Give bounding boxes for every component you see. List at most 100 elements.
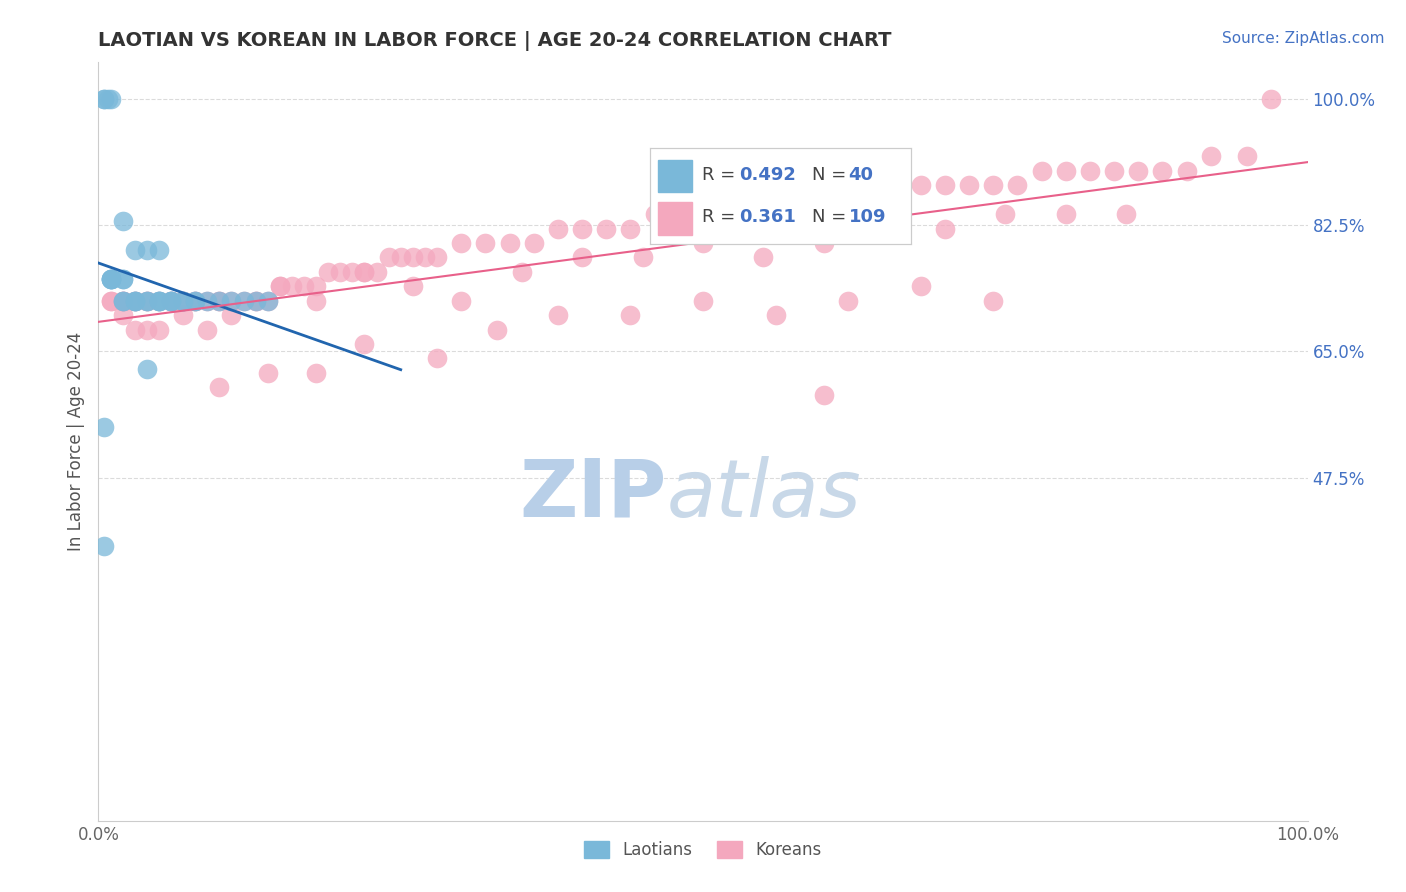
Point xyxy=(135,293,157,308)
Point xyxy=(100,272,122,286)
Point xyxy=(195,323,218,337)
Point xyxy=(450,235,472,250)
Point xyxy=(124,323,146,337)
Point xyxy=(316,265,339,279)
Point xyxy=(135,293,157,308)
Point xyxy=(1007,178,1029,193)
Point xyxy=(486,323,509,337)
Text: N =: N = xyxy=(811,166,852,184)
Bar xyxy=(658,202,692,235)
Text: 0.492: 0.492 xyxy=(738,166,796,184)
Point xyxy=(450,293,472,308)
Text: Source: ZipAtlas.com: Source: ZipAtlas.com xyxy=(1222,31,1385,46)
Point xyxy=(740,207,762,221)
Point xyxy=(160,293,183,308)
Point xyxy=(208,380,231,394)
Point xyxy=(934,178,956,193)
Point xyxy=(1031,163,1053,178)
Point xyxy=(172,308,194,322)
Point xyxy=(281,279,304,293)
Point xyxy=(1199,149,1222,163)
Point xyxy=(269,279,291,293)
Point xyxy=(172,293,194,308)
Point xyxy=(256,293,278,308)
Point xyxy=(886,178,908,193)
Point xyxy=(329,265,352,279)
Point xyxy=(160,293,183,308)
Point xyxy=(148,243,170,257)
Point xyxy=(668,207,690,221)
Point xyxy=(644,207,666,221)
Point xyxy=(208,293,231,308)
Point xyxy=(184,293,207,308)
Point xyxy=(269,279,291,293)
Point xyxy=(692,293,714,308)
Text: LAOTIAN VS KOREAN IN LABOR FORCE | AGE 20-24 CORRELATION CHART: LAOTIAN VS KOREAN IN LABOR FORCE | AGE 2… xyxy=(98,30,891,51)
Point xyxy=(1152,163,1174,178)
Point xyxy=(100,293,122,308)
Point xyxy=(124,293,146,308)
Point xyxy=(160,293,183,308)
Point xyxy=(111,293,134,308)
Point xyxy=(523,235,546,250)
Point xyxy=(498,235,520,250)
Point xyxy=(1078,163,1101,178)
Point xyxy=(1115,207,1137,221)
Point xyxy=(160,293,183,308)
Point xyxy=(402,251,425,265)
Point xyxy=(692,235,714,250)
Point xyxy=(837,193,859,207)
Point xyxy=(111,293,134,308)
Point xyxy=(124,293,146,308)
Point xyxy=(474,235,496,250)
Point xyxy=(910,279,932,293)
Point xyxy=(232,293,254,308)
Point xyxy=(160,293,183,308)
Point xyxy=(994,207,1017,221)
Text: atlas: atlas xyxy=(666,456,862,533)
Point xyxy=(716,207,738,221)
Point xyxy=(1128,163,1150,178)
Y-axis label: In Labor Force | Age 20-24: In Labor Force | Age 20-24 xyxy=(66,332,84,551)
Point xyxy=(100,272,122,286)
Point xyxy=(124,293,146,308)
Point xyxy=(510,265,533,279)
Point xyxy=(619,221,641,235)
Point xyxy=(93,420,115,434)
Point xyxy=(1260,91,1282,105)
Point xyxy=(765,193,787,207)
Point xyxy=(934,221,956,235)
Point xyxy=(789,193,811,207)
Point xyxy=(100,272,122,286)
Point xyxy=(135,243,157,257)
Point xyxy=(195,293,218,308)
Point xyxy=(111,214,134,228)
Point xyxy=(353,337,375,351)
Point xyxy=(172,293,194,308)
Point xyxy=(184,293,207,308)
Point xyxy=(402,279,425,293)
Point xyxy=(148,293,170,308)
Point xyxy=(547,308,569,322)
Point xyxy=(172,293,194,308)
Point xyxy=(93,539,115,553)
Point xyxy=(1175,163,1198,178)
Text: 40: 40 xyxy=(848,166,873,184)
Point xyxy=(245,293,267,308)
Point xyxy=(1236,149,1258,163)
Point xyxy=(305,366,328,380)
Point xyxy=(619,308,641,322)
Point xyxy=(245,293,267,308)
Point xyxy=(813,193,835,207)
Point xyxy=(111,293,134,308)
Point xyxy=(221,293,243,308)
Point xyxy=(860,178,883,193)
Point xyxy=(353,265,375,279)
Point xyxy=(981,178,1004,193)
Point xyxy=(813,387,835,401)
Point xyxy=(232,293,254,308)
Text: N =: N = xyxy=(811,209,852,227)
Point xyxy=(547,221,569,235)
Point xyxy=(1102,163,1125,178)
Point xyxy=(97,91,120,105)
